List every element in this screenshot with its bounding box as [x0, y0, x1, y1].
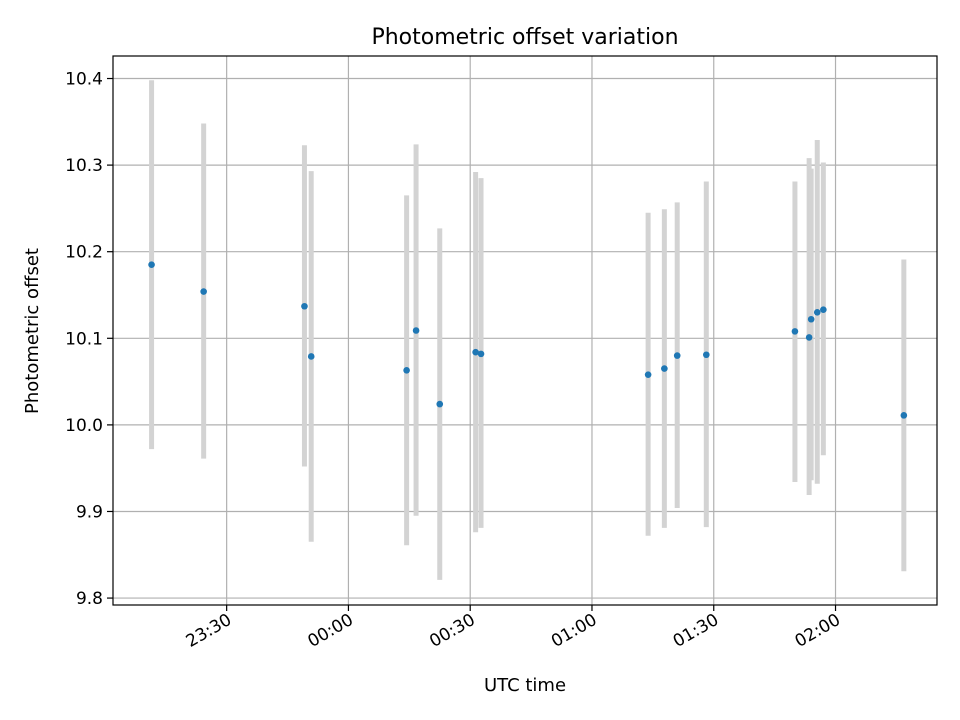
- y-tick-label: 10.1: [65, 329, 103, 349]
- y-tick-label: 10.4: [65, 70, 103, 90]
- grid: [113, 56, 937, 605]
- y-tick-label: 10.3: [65, 156, 103, 176]
- data-point: [644, 371, 652, 378]
- data-point: [813, 309, 821, 316]
- data-point: [900, 412, 908, 419]
- data-point: [200, 288, 207, 295]
- data-point: [412, 327, 420, 334]
- plot-frame: [112, 55, 938, 606]
- y-axis: 9.8 9.9 10.0 10.1 10.2 10.3 10.4: [65, 70, 113, 609]
- data-point: [820, 306, 827, 314]
- data-point: [791, 328, 799, 335]
- data-points: [148, 261, 908, 419]
- data-point: [661, 365, 668, 372]
- x-axis-label: UTC time: [484, 675, 566, 696]
- data-point: [301, 302, 308, 310]
- data-point: [673, 352, 681, 359]
- data-point: [805, 334, 813, 341]
- y-axis-label: Photometric offset: [22, 248, 43, 414]
- data-point: [472, 348, 479, 356]
- y-tick-label: 9.9: [76, 502, 103, 522]
- data-point: [307, 353, 315, 360]
- y-tick-label: 10.2: [65, 243, 103, 263]
- chart-title: Photometric offset variation: [371, 25, 678, 50]
- data-point: [403, 367, 410, 374]
- data-point: [148, 261, 155, 268]
- data-point: [703, 351, 710, 359]
- y-tick-label: 9.8: [76, 589, 103, 609]
- y-tick-label: 10.0: [65, 416, 103, 436]
- data-point: [807, 315, 815, 323]
- data-point: [436, 400, 444, 408]
- data-point: [477, 350, 485, 358]
